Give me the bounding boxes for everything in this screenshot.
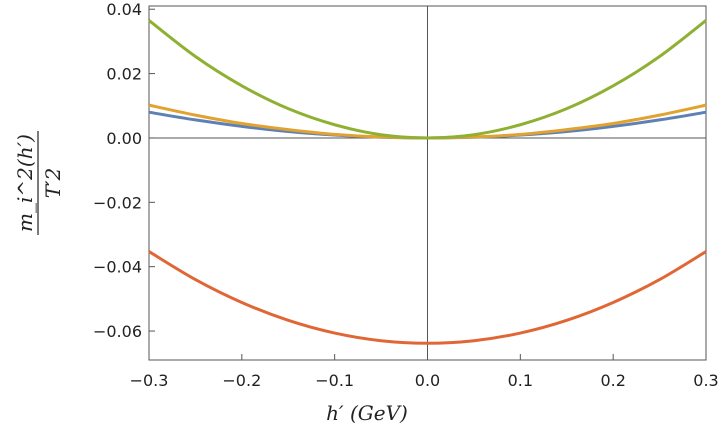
x-tick-label: 0.0 [415,371,440,390]
series-group [148,19,707,345]
y-tick-label: −0.06 [93,322,142,341]
series-line-red [148,250,707,345]
y-axis-label: m_i^2(h′) T′2 [13,131,65,235]
y-axis-label-denominator: T′2 [41,168,65,199]
tick-labels-group: −0.3 −0.2 −0.1 0.0 0.1 0.2 0.3 −0.06 −0.04 −0.02 0… [93,0,719,390]
x-tick-label: −0.2 [222,371,261,390]
y-tick-label: −0.04 [93,258,142,277]
y-tick-label: 0.04 [106,0,142,19]
y-tick-label: 0.02 [106,65,142,84]
x-axis-label: h′ (GeV) [326,401,408,425]
ticks-group [148,8,707,360]
x-tick-label: −0.3 [130,371,169,390]
y-tick-label: −0.02 [93,193,142,212]
y-tick-label: 0.00 [106,129,142,148]
x-tick-label: −0.1 [315,371,354,390]
x-tick-label: 0.2 [600,371,625,390]
y-axis-label-numerator: m_i^2(h′) [13,134,37,232]
series-line-green [148,19,707,140]
x-tick-label: 0.3 [693,371,718,390]
x-tick-label: 0.1 [508,371,533,390]
